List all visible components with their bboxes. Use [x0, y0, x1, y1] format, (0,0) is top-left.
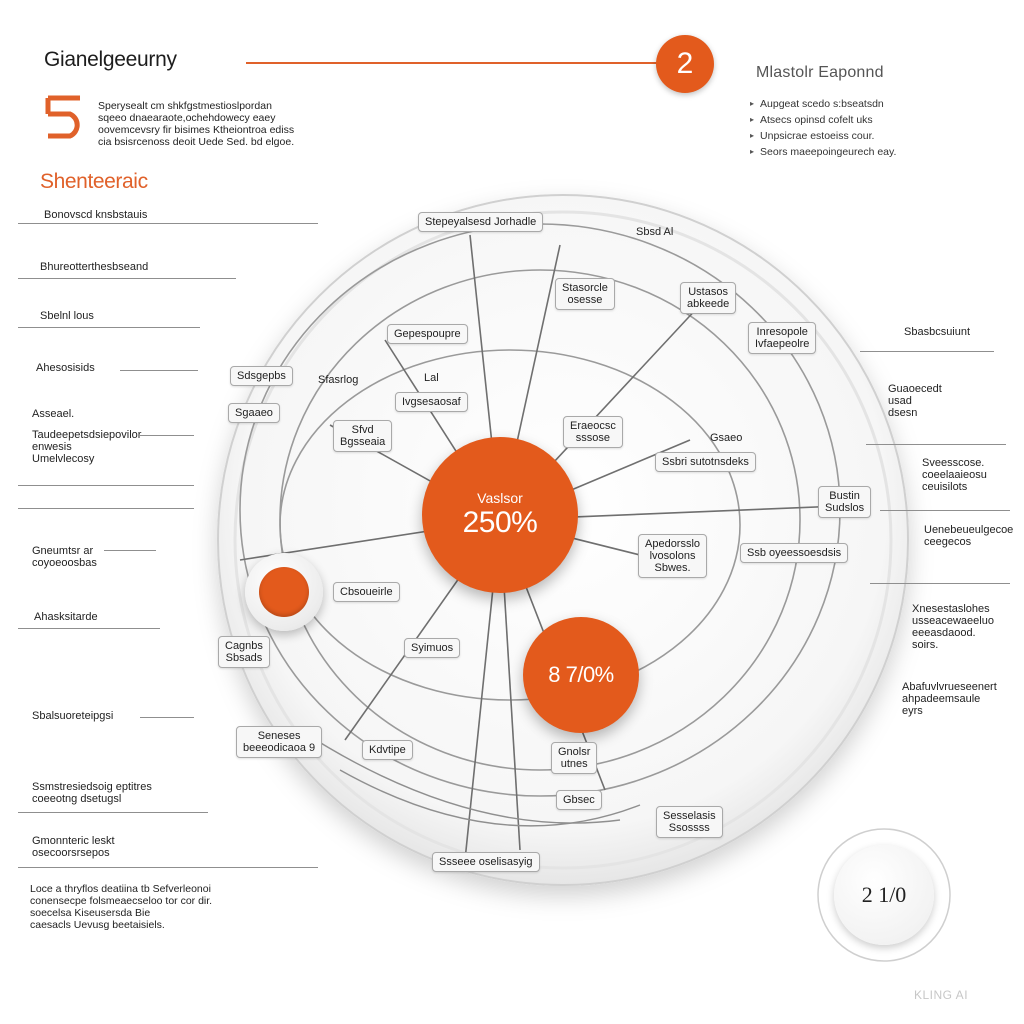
side-line [870, 583, 1010, 584]
side-label: Xnesestaslohes usseacewaeeluo eeeasdaood… [912, 603, 994, 651]
diagram-node: Cbsoueirle [333, 582, 400, 602]
diagram-node: Seneses beeeodicaoa 9 [236, 726, 323, 758]
step-badge: 2 [656, 35, 714, 93]
side-line [880, 510, 1010, 511]
diagram-node: Gbsec [556, 790, 602, 810]
intro-text: Sperysealt cm shkfgstmestioslpordan sqee… [98, 100, 328, 148]
logo-icon [44, 94, 86, 140]
side-line [18, 223, 318, 224]
side-line [120, 370, 198, 371]
side-line [18, 327, 200, 328]
diagram-node: Ustasos abkeede [680, 282, 737, 314]
side-label: Taudeepetsdsiepovilor enwesis Umelvlecos… [32, 429, 142, 465]
side-label: Gneumtsr ar coyoeoosbas [32, 545, 97, 569]
diagram-node: Sfvd Bgsseaia [333, 420, 393, 452]
diagram-node: Gsaeo [710, 432, 743, 444]
right-panel-title: Mlastolr Eaponnd [756, 64, 884, 81]
side-label: Guaoecedt usad dsesn [888, 383, 942, 419]
side-line [18, 628, 160, 629]
diagram-node: Lal [424, 372, 439, 384]
diagram-node: Apedorsslo lvosolons Sbwes. [638, 534, 708, 578]
side-label: Gmonnteric leskt osecoorsrsepos [32, 835, 115, 859]
diagram-node: Cagnbs Sbsads [218, 636, 270, 668]
header-rule [246, 62, 658, 64]
side-label: Bhureotterthesbseand [40, 261, 149, 273]
diagram-node: Ssb oyeessoesdsis [740, 543, 849, 563]
diagram-node: Eraeocsc sssose [563, 416, 623, 448]
diagram-node: Sdsgepbs [230, 366, 293, 386]
right-bullet-list: Aupgeat scedo s:bseatsdn Atsecs opinsd c… [750, 96, 950, 160]
bullet-item: Seors maeepoingeurech eay. [750, 144, 950, 160]
center-hub: Vaslsor 250% [422, 437, 578, 593]
bullet-item: Aupgeat scedo s:bseatsdn [750, 96, 950, 112]
knob-button[interactable] [259, 567, 309, 617]
side-line [18, 812, 208, 813]
side-line [860, 351, 994, 352]
intro-line: oovemcevsry fir bisimes Ktheiontroa edis… [98, 124, 295, 136]
secondary-hub-value: 8 7/0% [548, 662, 614, 687]
side-label: Uenebeueulgecoe ceegecos [924, 524, 1014, 548]
diagram-node: Sesselasis Ssossss [656, 806, 723, 838]
diagram-node: Gepespoupre [387, 324, 468, 344]
side-line [104, 550, 156, 551]
watermark: KLING AI [914, 988, 969, 1002]
diagram-node: Stepeyalsesd Jorhadle [418, 212, 544, 232]
side-label: Asseael. [32, 408, 75, 420]
intro-line: cia bsisrcenoss deoit Uede Sed. bd elgoe… [98, 136, 295, 148]
ring-inner [279, 349, 741, 701]
diagram-node: Ssseee oselisasyig [432, 852, 540, 872]
side-line [140, 717, 194, 718]
section-heading: Shenteeraic [40, 170, 148, 193]
side-label: Ssmstresiedsoig eptitres coeeotng dsetug… [32, 781, 152, 805]
diagram-node: Kdvtipe [362, 740, 413, 760]
bullet-item: Atsecs opinsd cofelt uks [750, 112, 950, 128]
side-label: Sbalsuoreteipgsi [32, 710, 114, 722]
side-label: Ahasksitarde [34, 611, 98, 623]
outer-rim [233, 210, 893, 870]
side-label: Sveesscose. coeelaaieosu ceuisilots [922, 457, 987, 493]
side-line [18, 867, 318, 868]
side-paragraph: Loce a thryflos deatiina tb Sefverleonoi… [30, 883, 213, 931]
side-label: Bonovscd knsbstauis [44, 209, 148, 221]
side-line [138, 435, 194, 436]
side-label: Sbelnl lous [40, 310, 94, 322]
dial-ring [817, 828, 951, 962]
bullet-item: Unpsicrae estoeiss cour. [750, 128, 950, 144]
side-line [18, 485, 194, 486]
diagram-node: Sfasrlog [318, 374, 359, 386]
diagram-node: Bustin Sudslos [818, 486, 872, 518]
diagram-node: Sgaaeo [228, 403, 280, 423]
intro-line: Sperysealt cm shkfgstmestioslpordan [98, 100, 272, 112]
intro-line: sqeeo dnaearaote,ochehdowecy eaey [98, 112, 276, 124]
secondary-hub: 8 7/0% [523, 617, 639, 733]
center-hub-label: Vaslsor [477, 490, 523, 506]
page-title: Gianelgeeurny [44, 48, 177, 71]
dial-indicator: 2 1/0 [834, 845, 934, 945]
diagram-node: Gnolsr utnes [551, 742, 598, 774]
center-hub-value: 250% [462, 506, 538, 539]
diagram-node: Inresopole Ivfaepeolre [748, 322, 817, 354]
side-label: Abafuvlvrueseenert ahpadeemsaule eyrs [902, 681, 997, 717]
diagram-node: Stasorcle osesse [555, 278, 615, 310]
side-label: Ahesosisids [36, 362, 95, 374]
side-line [18, 508, 194, 509]
diagram-node: Syimuos [404, 638, 461, 658]
diagram-node: Sbsd Al [636, 226, 674, 238]
diagram-node: Ssbri sutotnsdeks [655, 452, 756, 472]
side-label: Sbasbcsuiunt [904, 326, 971, 338]
side-line [18, 278, 236, 279]
side-line [866, 444, 1006, 445]
diagram-node: Ivgsesaosaf [395, 392, 468, 412]
